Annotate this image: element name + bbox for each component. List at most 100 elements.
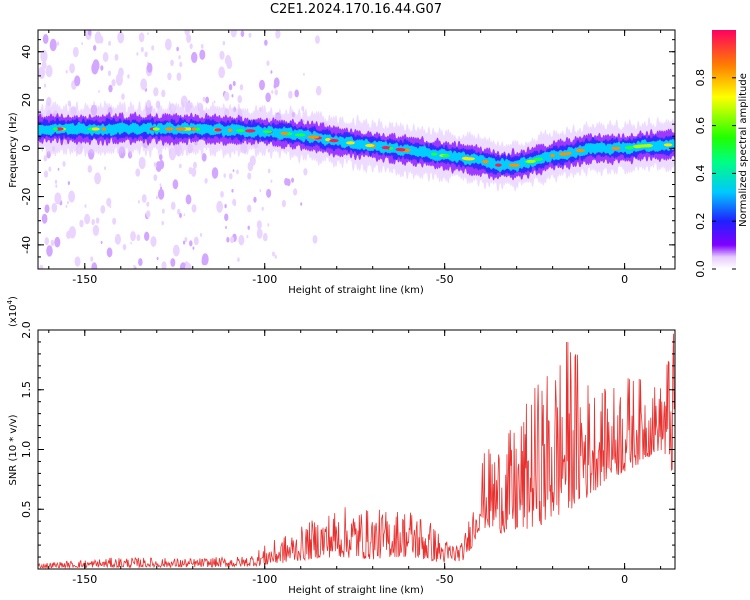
noise-blob (257, 228, 260, 232)
noise-blob (68, 190, 76, 203)
noise-blob (247, 161, 254, 172)
hotspot (388, 146, 394, 150)
noise-blob (48, 166, 52, 172)
colorbar: 0.0 0.2 0.4 0.6 0.8 Normalized spectral ampl… (694, 30, 749, 278)
noise-blob (193, 236, 199, 246)
hotspot (495, 163, 502, 167)
noise-blob (274, 254, 277, 259)
noise-blob (291, 177, 295, 183)
noise-blob (182, 240, 186, 245)
noise-blob (271, 90, 274, 94)
hotspot (575, 148, 586, 153)
spectrogram-x-axis-label: Height of straight line (km) (288, 285, 424, 296)
noise-blob (92, 224, 100, 237)
noise-blob (65, 204, 68, 208)
colorbar-tick-label: 0.0 (694, 260, 707, 278)
noise-blob (81, 42, 84, 46)
noise-blob (45, 64, 53, 78)
noise-blob (266, 188, 272, 198)
noise-blob (43, 170, 49, 178)
bot-ytick-label: 0.5 (20, 501, 33, 519)
spectrogram-x-axis: -150 -100 -50 0 (48, 30, 662, 286)
noise-blob (44, 204, 50, 214)
hotspot (152, 127, 160, 131)
hotspot (431, 152, 438, 156)
noise-blob (218, 66, 226, 79)
noise-blob (200, 44, 204, 49)
noise-blob (65, 69, 68, 74)
noise-blob (222, 40, 226, 46)
noise-blob (57, 167, 60, 171)
noise-blob (201, 153, 207, 162)
noise-blob (50, 239, 55, 247)
hotspot (307, 135, 320, 139)
noise-blob (189, 240, 193, 247)
noise-blob (121, 93, 125, 100)
hotspot (91, 127, 100, 131)
noise-blob (204, 177, 208, 184)
hotspot (175, 127, 187, 131)
noise-blob (102, 52, 109, 63)
noise-blob (40, 49, 48, 63)
noise-blob (184, 237, 188, 243)
hotspot (550, 153, 555, 158)
noise-blob (225, 225, 227, 230)
noise-blob (138, 258, 143, 267)
noise-blob (104, 166, 107, 171)
noise-blob (236, 169, 239, 175)
noise-blob (161, 220, 164, 226)
colorbar-ticks: 0.0 0.2 0.4 0.6 0.8 (694, 69, 736, 278)
noise-blob (62, 160, 66, 167)
noise-blob (146, 210, 151, 218)
noise-blob (172, 244, 180, 257)
colorbar-tick-label: 0.2 (694, 212, 707, 230)
noise-blob (93, 45, 97, 51)
hotspot (186, 127, 192, 131)
noise-blob (247, 225, 250, 230)
snr-x-axis-label: Height of straight line (km) (288, 585, 424, 596)
noise-blob (74, 75, 81, 87)
noise-blob (205, 96, 210, 104)
noise-blob (108, 84, 113, 93)
top-ytick-label: 40 (20, 45, 33, 59)
noise-blob (100, 205, 106, 214)
noise-blob (216, 200, 224, 213)
noise-blob (312, 234, 318, 244)
noise-blob (226, 236, 230, 243)
chart-title: C2E1.2024.170.16.44.G07 (269, 2, 443, 17)
noise-blob (178, 55, 181, 60)
hotspot (482, 160, 489, 164)
noise-blob (315, 35, 320, 44)
noise-blob (189, 43, 193, 50)
hotspot (164, 127, 174, 131)
noise-blob (156, 256, 159, 261)
hotspot (262, 130, 273, 134)
noise-blob (170, 258, 176, 267)
spectrogram-frame (37, 29, 676, 270)
noise-blob (41, 60, 47, 70)
noise-blob (199, 232, 203, 237)
noise-blob (107, 70, 112, 77)
noise-blob (262, 233, 268, 242)
noise-blob (167, 72, 172, 81)
noise-blob (43, 83, 47, 88)
noise-blob (39, 264, 44, 269)
colorbar-tick-label: 0.4 (694, 165, 707, 183)
noise-blob (136, 52, 139, 56)
noise-blob (228, 83, 233, 91)
noise-blob (94, 31, 102, 44)
noise-blob (87, 165, 93, 173)
noise-blob (114, 233, 121, 245)
noise-blob (224, 91, 230, 101)
noise-blob (232, 80, 236, 87)
noise-blob (69, 63, 75, 74)
noise-blob (138, 156, 146, 170)
hotspot (558, 152, 569, 156)
noise-blob (67, 200, 69, 205)
hotspot (663, 143, 673, 147)
hotspot (245, 129, 256, 133)
hotspot (526, 159, 536, 163)
hotspot (398, 148, 406, 152)
noise-blob (56, 41, 60, 46)
noise-blob (144, 51, 148, 58)
